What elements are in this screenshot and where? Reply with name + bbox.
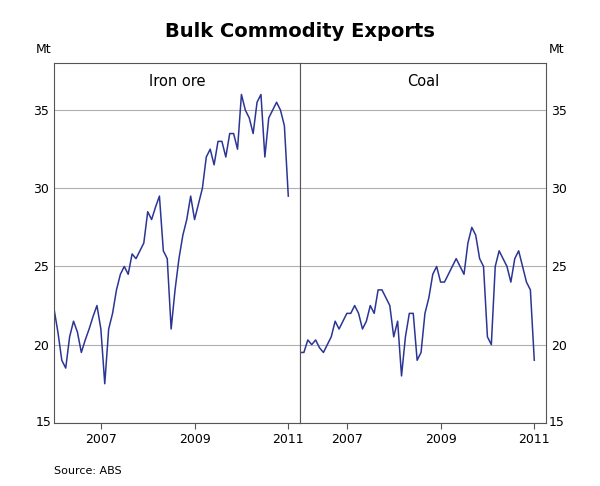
Text: Iron ore: Iron ore xyxy=(149,74,205,89)
Text: Bulk Commodity Exports: Bulk Commodity Exports xyxy=(165,22,435,41)
Text: Coal: Coal xyxy=(407,74,439,89)
Text: 15: 15 xyxy=(35,417,52,429)
Text: 15: 15 xyxy=(548,417,565,429)
Text: Source: ABS: Source: ABS xyxy=(54,466,122,476)
Text: Mt: Mt xyxy=(548,43,564,56)
Text: Mt: Mt xyxy=(36,43,52,56)
